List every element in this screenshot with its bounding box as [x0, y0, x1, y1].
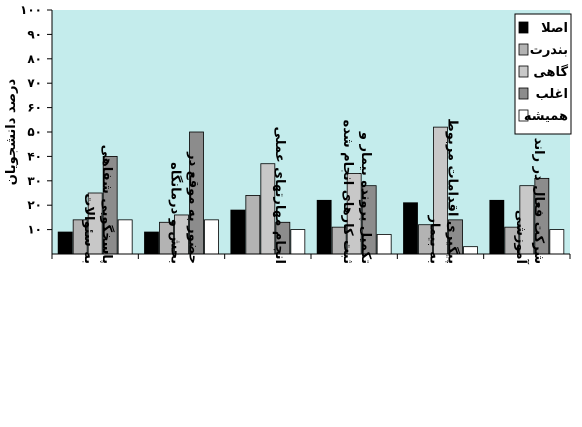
bar-series-5-category-2 — [204, 219, 219, 255]
legend-label: همیشه — [524, 109, 568, 124]
x-ticks-layer — [51, 254, 571, 259]
y-tick-label: ۴۰ — [27, 149, 42, 163]
x-category-label: انجام مهارتهای عملی — [272, 127, 287, 264]
y-axis-title: درصد دانشجویان — [4, 78, 19, 185]
bar-series-1-category-2 — [144, 231, 159, 255]
x-category-label: ثبت کارهای انجام شده — [340, 120, 355, 264]
bar-series-1-category-1 — [57, 231, 73, 255]
legend-swatch — [518, 109, 529, 122]
bar-series-1-category-5 — [403, 202, 418, 255]
y-tick-label: ۱۰ — [27, 223, 42, 237]
y-tick-label: ۳۰ — [27, 174, 42, 188]
legend-swatch — [518, 65, 529, 78]
x-category-label: تکمیل پرونده بیمار و — [358, 131, 373, 264]
legend-label: بندرت — [530, 43, 568, 58]
bars-layer — [57, 126, 565, 255]
y-tick-label: ۷۰ — [27, 76, 42, 90]
x-category-label: بخش و درمانگاه — [168, 162, 184, 264]
x-category-label: شرکت فعال در راند — [531, 138, 546, 264]
legend-swatch — [518, 21, 529, 34]
y-tick-label: ۵۰ — [27, 125, 42, 139]
legend: اصلا بندرت گاهی اغلب همیشه — [514, 13, 572, 135]
bar-series-1-category-3 — [230, 209, 246, 255]
bar-series-2-category-3 — [245, 195, 261, 255]
y-tick-label: ۱۰۰ — [20, 3, 42, 17]
y-tick-label: ۹۰ — [27, 27, 42, 41]
bar-series-1-category-4 — [316, 199, 332, 255]
y-tick-label: ۲۰ — [27, 198, 42, 212]
bar-series-5-category-1 — [117, 219, 133, 255]
plot-area — [52, 10, 570, 254]
bar-series-5-category-6 — [549, 229, 565, 255]
legend-label: اغلب — [536, 87, 568, 102]
x-category-label: به سئوالات — [81, 193, 96, 264]
legend-label: اصلا — [541, 21, 568, 36]
bar-series-5-category-4 — [376, 234, 392, 255]
bar-series-5-category-5 — [463, 246, 478, 255]
legend-label: گاهی — [533, 64, 568, 80]
bar-series-5-category-3 — [290, 229, 306, 255]
y-tick-label: ۶۰ — [27, 101, 42, 115]
legend-swatch — [518, 43, 529, 56]
bar-series-1-category-6 — [489, 199, 505, 255]
x-category-label: پیگیری اقدامات مربوط — [445, 118, 461, 264]
x-category-label: آموزشی — [513, 210, 530, 265]
y-ticks-layer: ۱۰۰ ۹۰ ۸۰ ۷۰ ۶۰ ۵۰ ۴۰ ۳۰ ۲۰ ۱۰ — [20, 3, 52, 237]
x-category-label: به بیمار — [427, 214, 442, 264]
x-category-label: حضور به موقع در — [186, 151, 201, 264]
x-category-label: پاسخگویی شفاهی — [99, 145, 115, 264]
y-tick-label: ۸۰ — [27, 52, 42, 66]
legend-swatch — [518, 87, 529, 100]
